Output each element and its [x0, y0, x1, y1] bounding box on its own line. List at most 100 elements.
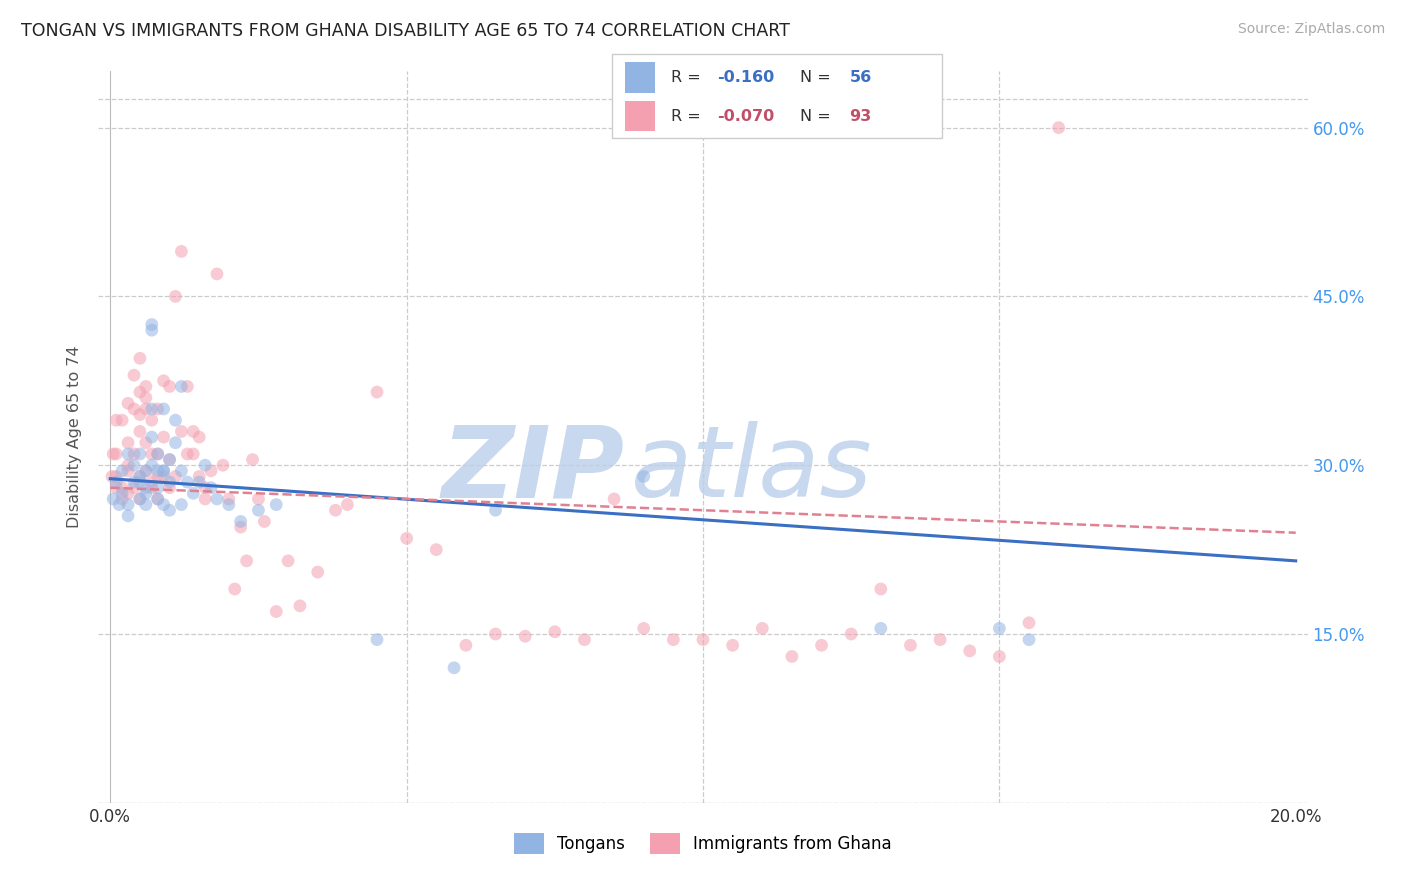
- Point: [264, 605, 287, 619]
- Point: [135, 464, 157, 478]
- Bar: [624, 62, 655, 93]
- Point: [141, 430, 163, 444]
- Point: [205, 491, 228, 506]
- Point: [484, 503, 506, 517]
- Point: [146, 481, 169, 495]
- Point: [170, 379, 193, 393]
- Point: [242, 452, 264, 467]
- Point: [1018, 632, 1040, 647]
- Point: [247, 503, 270, 517]
- Point: [176, 475, 198, 489]
- Point: [117, 464, 139, 478]
- Text: R =: R =: [671, 109, 706, 124]
- Point: [165, 435, 187, 450]
- Point: [959, 644, 981, 658]
- Point: [159, 452, 181, 467]
- Point: [117, 435, 139, 450]
- Point: [869, 582, 891, 596]
- Point: [105, 413, 128, 427]
- Point: [170, 244, 193, 259]
- Point: [721, 638, 744, 652]
- Point: [454, 638, 477, 652]
- Point: [515, 629, 537, 643]
- Point: [141, 447, 163, 461]
- Bar: [624, 101, 655, 131]
- Point: [101, 469, 124, 483]
- Point: [105, 469, 128, 483]
- Point: [366, 632, 388, 647]
- Point: [159, 475, 181, 489]
- Point: [574, 632, 596, 647]
- Point: [152, 430, 174, 444]
- Point: [122, 481, 145, 495]
- Point: [176, 447, 198, 461]
- Point: [662, 632, 685, 647]
- Point: [988, 621, 1011, 635]
- Point: [170, 498, 193, 512]
- Point: [129, 385, 152, 400]
- Y-axis label: Disability Age 65 to 74: Disability Age 65 to 74: [67, 346, 83, 528]
- Point: [129, 491, 152, 506]
- Point: [117, 458, 139, 473]
- Point: [141, 458, 163, 473]
- Point: [129, 491, 152, 506]
- Point: [165, 413, 187, 427]
- Point: [181, 425, 204, 439]
- Point: [141, 413, 163, 427]
- Text: TONGAN VS IMMIGRANTS FROM GHANA DISABILITY AGE 65 TO 74 CORRELATION CHART: TONGAN VS IMMIGRANTS FROM GHANA DISABILI…: [21, 22, 790, 40]
- Point: [869, 621, 891, 635]
- Text: Source: ZipAtlas.com: Source: ZipAtlas.com: [1237, 22, 1385, 37]
- Point: [229, 520, 252, 534]
- Point: [129, 469, 152, 483]
- Legend: Tongans, Immigrants from Ghana: Tongans, Immigrants from Ghana: [508, 827, 898, 860]
- Point: [200, 481, 222, 495]
- Text: -0.070: -0.070: [717, 109, 775, 124]
- Point: [181, 447, 204, 461]
- Point: [122, 475, 145, 489]
- Point: [247, 491, 270, 506]
- Point: [135, 435, 157, 450]
- Point: [780, 649, 803, 664]
- Point: [810, 638, 832, 652]
- Point: [152, 464, 174, 478]
- Point: [205, 267, 228, 281]
- Point: [111, 413, 134, 427]
- Point: [235, 554, 257, 568]
- Point: [288, 599, 311, 613]
- Point: [117, 486, 139, 500]
- Point: [108, 498, 131, 512]
- Point: [336, 498, 359, 512]
- Point: [129, 469, 152, 483]
- Point: [152, 469, 174, 483]
- Point: [146, 491, 169, 506]
- Point: [544, 624, 567, 639]
- Point: [900, 638, 922, 652]
- Point: [117, 508, 139, 523]
- Point: [146, 447, 169, 461]
- Point: [111, 481, 134, 495]
- Point: [146, 469, 169, 483]
- Point: [188, 475, 211, 489]
- Point: [146, 464, 169, 478]
- Point: [105, 475, 128, 489]
- Point: [135, 486, 157, 500]
- Point: [122, 458, 145, 473]
- Point: [141, 318, 163, 332]
- Point: [105, 447, 128, 461]
- Point: [129, 408, 152, 422]
- Point: [159, 481, 181, 495]
- Point: [188, 430, 211, 444]
- Point: [181, 486, 204, 500]
- Point: [152, 374, 174, 388]
- Point: [159, 379, 181, 393]
- Point: [751, 621, 773, 635]
- Point: [117, 498, 139, 512]
- Text: N =: N =: [800, 109, 835, 124]
- Point: [200, 464, 222, 478]
- Point: [152, 401, 174, 416]
- Point: [218, 498, 240, 512]
- Point: [277, 554, 299, 568]
- Point: [152, 498, 174, 512]
- Point: [135, 391, 157, 405]
- Point: [325, 503, 347, 517]
